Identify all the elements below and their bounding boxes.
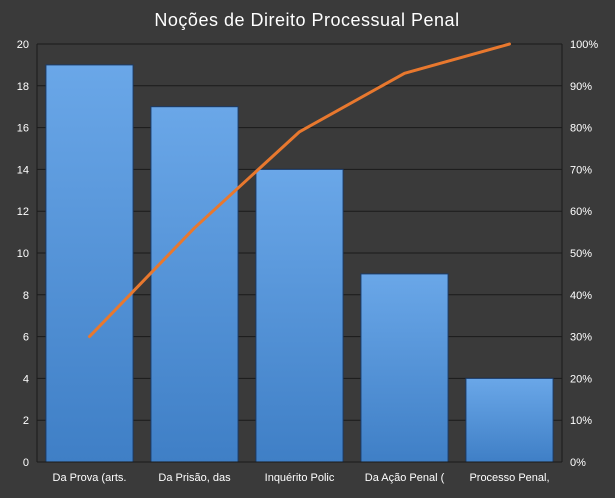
y2-tick-label: 30% bbox=[570, 332, 592, 344]
y2-axis: 0% 10% 20% 30% 40% 50% 60% 70% 80% 90% 100% bbox=[561, 39, 598, 469]
bar bbox=[150, 106, 239, 463]
y-tick-label: 6 bbox=[23, 332, 29, 344]
y2-tick-label: 70% bbox=[570, 164, 592, 176]
y2-tick-label: 40% bbox=[570, 290, 592, 302]
x-tick-label: Da Prisão, das bbox=[158, 472, 231, 484]
x-tick-label: Da Prova (arts. bbox=[53, 472, 127, 484]
y2-tick-label: 80% bbox=[570, 123, 592, 135]
x-tick-label: Da Ação Penal ( bbox=[365, 472, 445, 484]
y-tick-label: 20 bbox=[17, 39, 29, 51]
y-tick-label: 10 bbox=[17, 248, 29, 260]
bars bbox=[45, 64, 554, 463]
y-tick-label: 2 bbox=[23, 415, 29, 427]
y-tick-label: 12 bbox=[17, 206, 29, 218]
cumulative-line-path bbox=[88, 42, 511, 339]
y2-tick-label: 0% bbox=[570, 457, 586, 469]
bar bbox=[360, 273, 449, 463]
y2-tick-label: 10% bbox=[570, 415, 592, 427]
y2-tick-label: 20% bbox=[570, 373, 592, 385]
x-tick-label: Processo Penal, bbox=[469, 472, 549, 484]
bar bbox=[465, 377, 554, 463]
y2-tick-label: 90% bbox=[570, 81, 592, 93]
y-tick-label: 18 bbox=[17, 81, 29, 93]
y-tick-label: 4 bbox=[23, 373, 29, 385]
y2-tick-label: 60% bbox=[570, 206, 592, 218]
bar bbox=[45, 64, 134, 463]
cumulative-line bbox=[88, 42, 511, 339]
x-axis: Da Prova (arts. Da Prisão, das Inquérito P… bbox=[37, 461, 562, 484]
chart-title: Noções de Direito Processual Penal bbox=[154, 10, 459, 30]
y2-tick-label: 100% bbox=[570, 39, 598, 51]
bar bbox=[255, 168, 344, 463]
y-tick-label: 0 bbox=[23, 457, 29, 469]
y2-tick-label: 50% bbox=[570, 248, 592, 260]
x-tick-label: Inquérito Polic bbox=[265, 472, 335, 484]
y-axis: 0 2 4 6 8 10 12 14 16 18 20 bbox=[17, 39, 38, 469]
y-tick-label: 14 bbox=[17, 164, 29, 176]
y-tick-label: 16 bbox=[17, 123, 29, 135]
y-tick-label: 8 bbox=[23, 290, 29, 302]
